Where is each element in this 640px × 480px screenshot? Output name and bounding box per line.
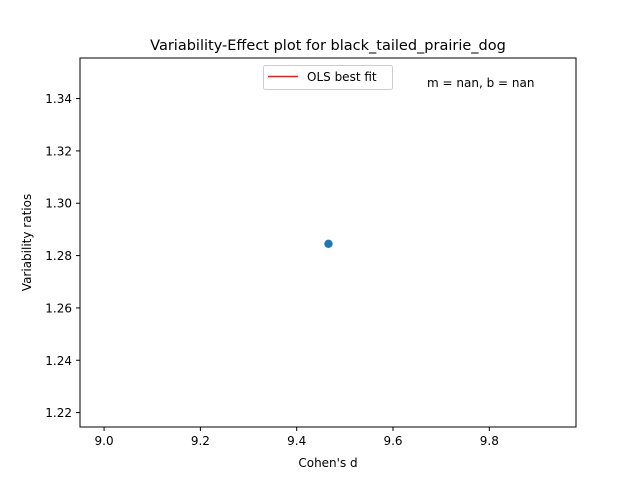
legend-box [263,65,393,90]
x-tick-label: 9.0 [95,434,114,448]
y-tick-label: 1.34 [45,92,72,106]
plot-frame [79,57,577,428]
y-tick-label: 1.28 [45,249,72,263]
x-tick-label: 9.8 [480,434,499,448]
y-tick-label: 1.24 [45,354,72,368]
y-axis-ticks: 1.22 1.24 1.26 1.28 1.30 1.32 1.34 [45,92,80,420]
scatter-point [324,239,333,249]
data-points [324,239,333,249]
x-axis-label: Cohen's d [298,456,357,470]
y-axis-label: Variability ratios [20,194,34,291]
y-tick-label: 1.26 [45,301,72,315]
legend-label-ols: OLS best fit [307,70,377,84]
fit-annotation: m = nan, b = nan [427,76,534,90]
y-tick-label: 1.30 [45,197,72,211]
x-tick-label: 9.2 [191,434,210,448]
chart-title: Variability-Effect plot for black_tailed… [150,38,506,54]
x-tick-label: 9.4 [287,434,306,448]
legend: OLS best fit [263,65,393,90]
x-tick-label: 9.6 [383,434,402,448]
y-tick-label: 1.32 [45,144,72,158]
x-axis-ticks: 9.0 9.2 9.4 9.6 9.8 [95,427,499,448]
y-tick-label: 1.22 [45,406,72,420]
